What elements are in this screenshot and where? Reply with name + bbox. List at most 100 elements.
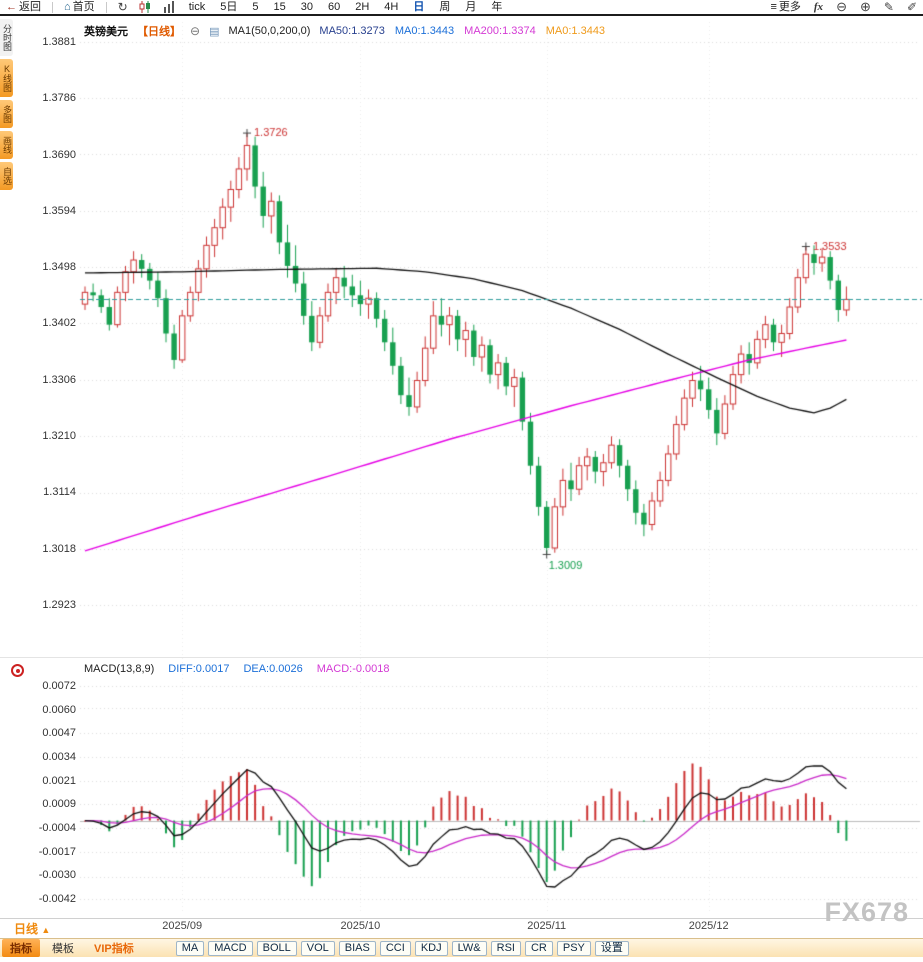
back-button[interactable]: ← 返回 [6,0,41,15]
indicator-button-CR[interactable]: CR [524,940,553,956]
pencil-draw-icon[interactable]: ✎ [883,0,894,14]
macd-axis: 0.0072 0.0060 0.0047 0.0034 0.0021 0.0009 -0.0… [12,679,76,906]
panel-period-toggle[interactable]: 日线 ▲ [14,920,50,937]
macd-value-1: DEA:0.0026 [243,663,303,675]
ma-value-1: MA0:1.3443 [394,25,455,37]
indicator-button-BIAS[interactable]: BIAS [338,940,376,956]
indicator-button-MACD[interactable]: MACD [208,940,253,956]
indicator-target-icon[interactable] [11,664,24,677]
timeframe-4H[interactable]: 4H [384,1,399,13]
price-tick-label: 1.3306 [42,373,76,386]
bottom-tab-模板[interactable]: 模板 [52,943,74,955]
annotation-edit-icon[interactable]: ✐ [906,0,917,14]
time-axis-label: 2025/09 [162,920,203,932]
price-tick-label: 1.3114 [43,486,76,499]
left-sidebar: 分时图 K线图多图画线自选 [0,19,13,190]
macd-tick-label: 0.0021 [42,774,76,787]
zoom-out-icon[interactable]: ⊖ [836,0,847,14]
indicator-button-PSY[interactable]: PSY [556,940,591,956]
bottom-tab-VIP指标[interactable]: VIP指标 [94,943,134,955]
timeframe-30[interactable]: 30 [300,1,313,13]
indicator-button-BOLL[interactable]: BOLL [256,940,297,956]
price-tick-label: 1.3018 [42,542,76,555]
home-button[interactable]: ⌂ 首页 [64,0,95,15]
sidebar-tab-多图[interactable]: 多图 [0,100,13,128]
candlestick-chart-icon[interactable] [139,1,152,13]
sidebar-tab-画线[interactable]: 画线 [0,131,13,159]
more-label: 更多 [778,1,801,13]
toolbar-right-group: ≡ 更多 fx ⊖ ⊕ ✎ ✐ [770,0,917,15]
timeframe-周[interactable]: 周 [439,1,451,13]
timeframe-2H[interactable]: 2H [355,1,370,13]
collapse-panel-icon[interactable]: ⊖ [190,24,201,38]
price-axis: 1.3881 1.3786 1.3690 1.3594 1.3498 1.3402 1.33… [12,35,76,612]
price-tick-label: 1.3402 [42,317,76,330]
timeframe-60[interactable]: 60 [327,1,341,13]
time-axis-label: 2025/10 [340,920,381,932]
timeframe-15[interactable]: 15 [273,1,286,13]
timeframe-5[interactable]: 5 [252,1,259,13]
zoom-in-icon[interactable]: ⊕ [859,0,871,14]
indicator-button-设置[interactable]: 设置 [594,940,629,956]
panel-period-label: 日线 [14,922,39,936]
price-tick-label: 1.3690 [42,148,76,161]
refresh-icon[interactable]: ↻ [117,0,128,14]
indicator-button-LW&[interactable]: LW& [451,940,487,956]
formula-fx-button[interactable]: fx [813,1,824,13]
price-tick-label: 1.3210 [42,430,76,443]
volume-bars-icon[interactable] [163,1,176,13]
sidebar-tab-自选[interactable]: 自选 [0,162,13,190]
indicator-button-CCI[interactable]: CCI [379,940,411,956]
macd-tick-label: 0.0047 [42,727,76,740]
symbol-header: 英镑美元 【日线】 ⊖ ▤ MA1(50,0,200,0) MA50:1.3273… [84,23,605,39]
macd-tick-label: -0.0004 [38,821,76,834]
macd-tick-label: -0.0017 [38,845,76,858]
period-badge: 【日线】 [137,26,181,38]
ma-value-2: MA200:1.3374 [464,25,536,37]
top-toolbar: ← 返回 ⌂ 首页 ↻ tick 5日 5 15 30 60 2H 4H 日 周 月 年 ≡ 更多 fx ⊖ ⊕ ✎ ✐ [0,0,923,16]
indicator-button-VOL[interactable]: VOL [300,940,335,956]
back-arrow-icon: ← [6,1,17,13]
panel-divider [0,657,923,658]
timeframe-tick[interactable]: tick [188,1,206,13]
timeframe-月[interactable]: 月 [465,1,477,13]
timeframe-年[interactable]: 年 [491,1,503,13]
price-tick-label: 1.3498 [42,261,76,274]
home-label: 首页 [72,1,95,13]
macd-tick-label: -0.0042 [38,892,76,905]
price-tick-label: 1.3594 [42,204,76,217]
more-icon: ≡ [770,1,777,13]
macd-tick-label: 0.0072 [42,680,76,692]
indicator-toolbar: 指标 模板 VIP指标 MA MACD BOLL VOL BIAS CCI KDJ LW& RSI CR… [0,938,923,957]
time-axis-label: 2025/11 [527,920,567,932]
sidebar-tab-分时图[interactable]: 分时图 [0,19,13,56]
toolbar-separator [105,1,107,13]
macd-value-0: DIFF:0.0017 [168,663,230,675]
sidebar-tab-K线图[interactable]: K线图 [0,59,13,97]
ma-params-label: MA1(50,0,200,0) [228,25,311,37]
date-row-divider [0,918,923,919]
macd-params-label: MACD(13,8,9) [84,663,155,675]
ma-value-3: MA0:1.3443 [545,25,606,37]
toolbar-separator [52,1,53,13]
ma-settings-icon[interactable]: ▤ [209,25,220,38]
back-label: 返回 [19,1,41,13]
fx678-watermark: FX678 [824,897,909,927]
timeframe-日[interactable]: 日 [413,1,425,13]
macd-value-2: MACD:-0.0018 [316,663,390,675]
indicator-button-RSI[interactable]: RSI [490,940,521,956]
more-button[interactable]: ≡ 更多 [770,0,800,15]
time-axis: 2025/09 2025/10 2025/11 2025/12 [0,920,923,934]
home-icon: ⌂ [64,1,71,13]
symbol-name: 英镑美元 [84,26,128,38]
indicator-button-KDJ[interactable]: KDJ [414,940,448,956]
macd-tick-label: 0.0034 [42,750,76,763]
collapse-triangle-icon: ▲ [41,925,51,935]
macd-tick-label: 0.0060 [42,703,76,716]
indicator-button-MA[interactable]: MA [175,940,205,956]
timeframe-5日[interactable]: 5日 [220,1,238,13]
bottom-tab-指标[interactable]: 指标 [2,939,40,957]
time-axis-label: 2025/12 [688,920,729,932]
price-tick-label: 1.3881 [42,36,76,48]
